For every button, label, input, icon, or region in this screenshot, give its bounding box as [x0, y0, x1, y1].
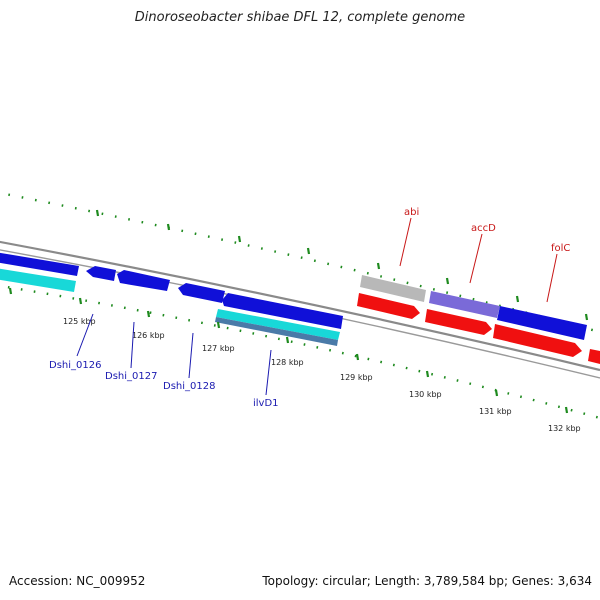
inner-tick-track [0, 284, 600, 420]
inner-major-tick [78, 297, 83, 305]
scale-label: 130 kbp [409, 390, 442, 399]
outer-major-tick [306, 247, 311, 255]
outer-major-tick [445, 277, 450, 285]
gene-dshi-0128 [178, 283, 225, 303]
leader-dshi-0128 [188, 332, 194, 379]
leader-abi [399, 217, 412, 267]
inner-major-tick [425, 370, 430, 378]
gene-dshi-0126 [86, 266, 116, 281]
gene-folC [497, 306, 587, 340]
inner-dots [0, 284, 600, 420]
scale-label: 128 kbp [271, 358, 304, 367]
gene-accD [429, 291, 500, 318]
inner-major-tick [355, 353, 360, 361]
inner-major-tick [146, 310, 151, 318]
gene-dshi-0127 [117, 270, 170, 291]
gene-label-dshi-0126: Dshi_0126 [49, 360, 101, 371]
gene-abi [360, 275, 426, 302]
gene-label-folC: folC [551, 243, 570, 254]
gene-left-cyan [0, 268, 76, 292]
gene-label-accD: accD [471, 223, 496, 234]
leader-dshi-0127 [130, 321, 135, 369]
map-title: Dinoroseobacter shibae DFL 12, complete … [134, 10, 466, 25]
scale-label: 132 kbp [548, 424, 581, 433]
gene-red-1 [357, 293, 420, 319]
gene-red-2 [425, 309, 492, 335]
gene-label-dshi-0127: Dshi_0127 [105, 371, 157, 382]
accession-text: Accession: NC_009952 [9, 574, 146, 588]
outer-major-tick [166, 223, 171, 231]
gene-label-ilvD1: ilvD1 [253, 398, 279, 409]
outer-major-tick [584, 313, 589, 321]
leader-ilvD1 [265, 349, 272, 396]
outer-major-tick [95, 209, 100, 217]
gene-ilvD1-blue [222, 293, 343, 329]
inner-major-tick [216, 321, 221, 329]
gene-ilvD1-cyan [216, 309, 340, 340]
leader-accD [469, 233, 483, 284]
backbone-outer [0, 240, 600, 372]
scale-label: 131 kbp [479, 407, 512, 416]
scale-label: 127 kbp [202, 344, 235, 353]
gene-red-3 [493, 324, 582, 357]
gene-red-4 [588, 349, 600, 364]
outer-tick-track [0, 191, 600, 334]
outer-major-tick [376, 262, 381, 270]
scale-label: 126 kbp [132, 331, 165, 340]
inner-major-tick [564, 406, 569, 414]
gene-label-dshi-0128: Dshi_0128 [163, 381, 215, 392]
inner-major-tick [494, 389, 499, 397]
leader-dshi-0126 [76, 313, 94, 357]
genome-summary-text: Topology: circular; Length: 3,789,584 bp… [262, 574, 592, 588]
outer-major-tick [237, 235, 242, 243]
inner-major-tick [8, 287, 13, 295]
scale-label: 129 kbp [340, 373, 373, 382]
scale-label: 125 kbp [63, 317, 96, 326]
gene-ilvD1-steel [215, 317, 338, 346]
gene-left-blue [0, 252, 79, 276]
inner-major-tick [285, 336, 290, 344]
gene-label-abi: abi [404, 207, 419, 218]
outer-major-tick [515, 295, 520, 303]
leader-folC [546, 253, 558, 303]
